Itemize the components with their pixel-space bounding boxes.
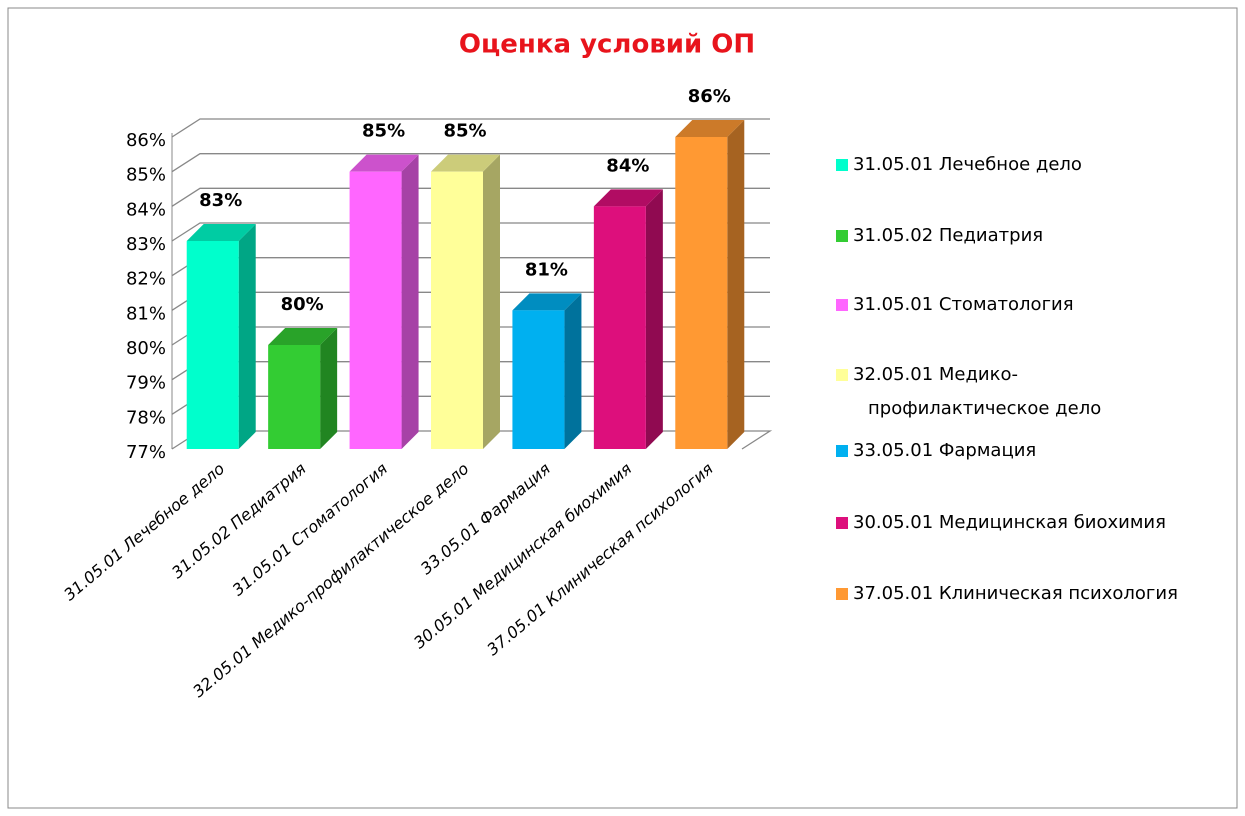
data-label: 80%	[281, 294, 324, 315]
bar-front	[675, 137, 728, 449]
grid-line	[171, 118, 770, 138]
bar-side	[483, 154, 500, 449]
bar-top	[593, 189, 663, 207]
grid-line	[171, 187, 770, 207]
y-tick-label: 79%	[126, 373, 166, 394]
legend-swatch	[836, 369, 848, 381]
data-label: 86%	[688, 86, 731, 107]
bar	[431, 154, 500, 449]
bar-front	[268, 345, 321, 449]
bar-top	[512, 293, 582, 311]
bar-side	[238, 224, 256, 449]
bar-front	[593, 206, 646, 449]
bar-top	[186, 224, 256, 241]
bar	[349, 154, 419, 449]
y-tick-label: 84%	[126, 199, 166, 220]
bar-top	[349, 154, 419, 172]
data-label: 83%	[199, 190, 242, 211]
bar	[268, 328, 338, 449]
legend-swatch	[836, 588, 848, 600]
legend-label: 31.05.01 Стоматология	[853, 294, 1074, 315]
legend-label: 33.05.01 Фармация	[853, 440, 1036, 461]
legend-label: 31.05.02 Педиатрия	[853, 225, 1043, 246]
y-tick-label: 81%	[126, 303, 166, 324]
legend-label: 30.05.01 Медицинская биохимия	[853, 512, 1166, 533]
grid-line	[171, 222, 770, 242]
bar-side	[401, 154, 419, 449]
legend-label: 31.05.01 Лечебное дело	[853, 154, 1082, 175]
legend-swatch	[836, 230, 848, 242]
y-tick-label: 78%	[126, 407, 166, 428]
bar-top	[431, 154, 500, 172]
chart-title: Оценка условий ОП	[459, 30, 755, 60]
y-tick-label: 77%	[126, 442, 166, 463]
legend-swatch	[836, 159, 848, 171]
y-tick-label: 82%	[126, 269, 166, 290]
bar-front	[431, 171, 483, 449]
y-tick-label: 80%	[126, 338, 166, 359]
y-tick-label: 83%	[126, 234, 166, 255]
bar-top	[268, 328, 338, 345]
bar-front	[186, 241, 239, 449]
legend-swatch	[836, 517, 848, 529]
bar-side	[727, 120, 745, 449]
legend-line: 32.05.01 Медико-	[853, 364, 1018, 385]
bar	[593, 189, 663, 450]
bar-front	[512, 310, 565, 449]
bar-top	[675, 120, 745, 137]
data-label: 84%	[606, 155, 649, 176]
legend-line: профилактическое дело	[868, 398, 1101, 419]
bar	[675, 120, 745, 449]
bar	[186, 224, 256, 449]
legend-swatch	[836, 445, 848, 457]
bar-side	[564, 293, 582, 449]
bar	[512, 293, 582, 449]
legend-label: 32.05.01 Медико-профилактическое дело	[853, 364, 1101, 419]
legend-swatch	[836, 299, 848, 311]
bar-front	[349, 171, 402, 449]
y-tick-label: 85%	[126, 165, 166, 186]
data-label: 85%	[362, 121, 405, 142]
grid-line	[171, 153, 770, 173]
bar-side	[320, 328, 338, 449]
data-label: 81%	[525, 259, 568, 280]
bar-side	[645, 189, 663, 450]
legend-label: 37.05.01 Клиническая психология	[853, 583, 1178, 604]
y-tick-label: 86%	[126, 130, 166, 151]
data-label: 85%	[443, 121, 486, 142]
